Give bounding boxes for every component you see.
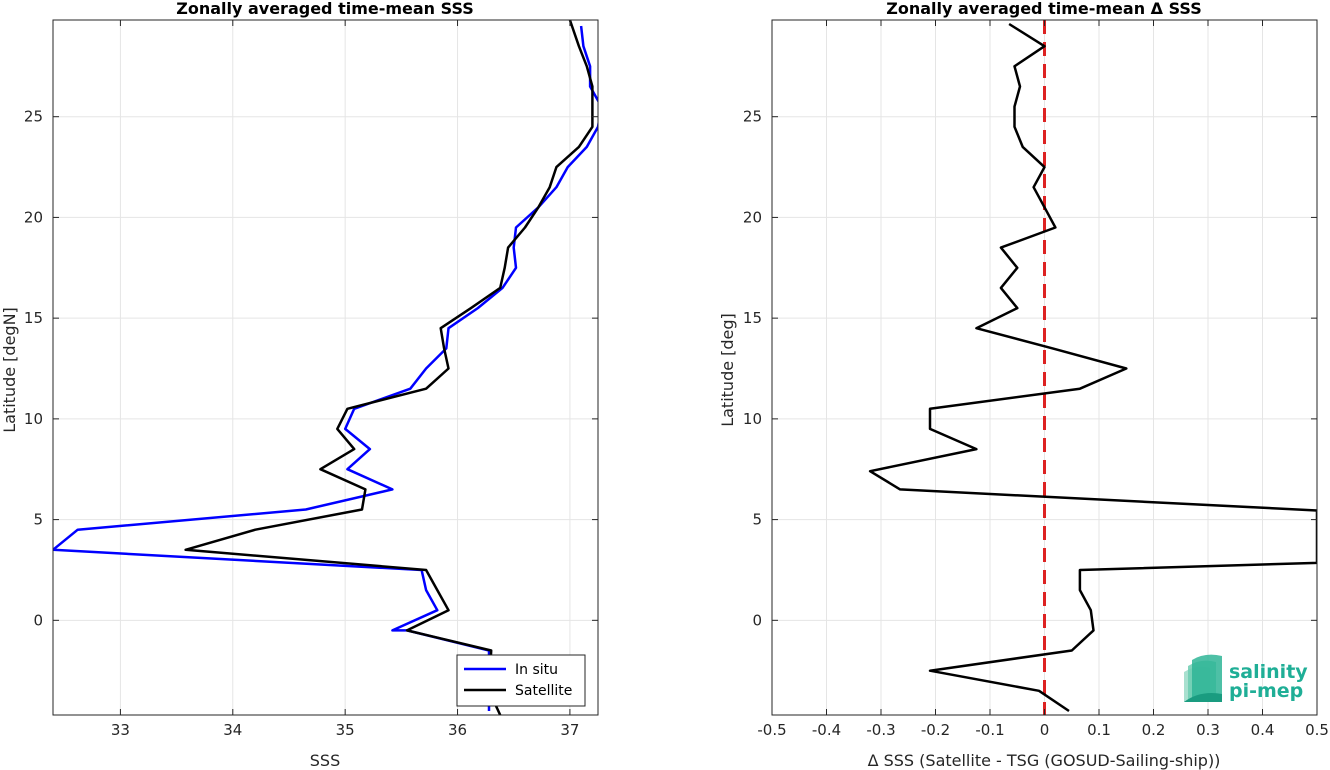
- delta-xtick-label: -0.2: [921, 721, 950, 739]
- sss-xtick-label: 37: [560, 721, 579, 739]
- sss-ytick-label: 0: [33, 611, 43, 629]
- sss-xtick-label: 33: [111, 721, 130, 739]
- delta-xtick-label: 0.3: [1196, 721, 1220, 739]
- logo-line2: pi-mep: [1229, 680, 1303, 702]
- sss-ytick-label: 15: [24, 309, 43, 327]
- legend-in-situ-label: In situ: [515, 662, 558, 678]
- delta-ytick-label: 0: [752, 611, 762, 629]
- delta-ytick-label: 10: [743, 410, 762, 428]
- sss-xtick-label: 35: [336, 721, 355, 739]
- delta-xtick-label: 0.4: [1251, 721, 1275, 739]
- sss-ytick-label: 5: [33, 511, 43, 529]
- delta-title: Zonally averaged time-mean Δ SSS: [886, 0, 1202, 18]
- delta-sss-panel: -0.5 -0.4 -0.3 -0.2 -0.1 0 0.1 0.2 0.3 0.4 0.5 0 5 10…: [718, 0, 1329, 770]
- sss-legend: In situ Satellite: [456, 654, 586, 707]
- delta-xtick-label: 0: [1040, 721, 1050, 739]
- delta-series: [868, 20, 1317, 715]
- sss-xlabel: SSS: [310, 751, 340, 770]
- delta-xtick-label: -0.4: [812, 721, 841, 739]
- legend-satellite-label: Satellite: [515, 683, 572, 699]
- legend-box: [456, 654, 586, 707]
- delta-xtick-label: 0.2: [1142, 721, 1166, 739]
- delta-ytick-label: 15: [743, 309, 762, 327]
- delta-ytick-label: 20: [743, 208, 762, 226]
- sss-axes-box: [52, 19, 599, 716]
- sss-series: [53, 20, 598, 715]
- delta-ytick-label: 5: [752, 511, 762, 529]
- sss-panel: 33 34 35 36 37 0 5 10 15 20 25 Zonally averaged ti…: [0, 0, 599, 770]
- sss-grid: [53, 20, 598, 715]
- delta-ticks: -0.5 -0.4 -0.3 -0.2 -0.1 0 0.1 0.2 0.3 0.4 0.5 0 5 10…: [743, 20, 1329, 739]
- sss-ytick-label: 20: [24, 208, 43, 226]
- sss-ytick-label: 25: [24, 108, 43, 126]
- delta-xtick-label: -0.1: [975, 721, 1004, 739]
- delta-xtick-label: 0.5: [1305, 721, 1329, 739]
- sss-xtick-label: 34: [223, 721, 242, 739]
- delta-xlabel: Δ SSS (Satellite - TSG (GOSUD-Sailing-sh…: [868, 751, 1221, 770]
- delta-xtick-label: -0.3: [866, 721, 895, 739]
- delta-ytick-label: 25: [743, 108, 762, 126]
- sss-ticks: 33 34 35 36 37 0 5 10 15 20 25: [24, 20, 598, 739]
- sss-xtick-label: 36: [448, 721, 467, 739]
- delta-xtick-label: 0.1: [1087, 721, 1111, 739]
- sss-series-line-in-situ: [53, 25, 598, 711]
- salinity-pi-mep-logo: salinity pi-mep: [1184, 654, 1308, 702]
- sss-ylabel: Latitude [degN]: [0, 307, 19, 433]
- sss-series-line-satellite: [184, 20, 594, 715]
- delta-ylabel: Latitude [deg]: [718, 313, 737, 427]
- delta-series-line-delta: [868, 22, 1317, 713]
- sss-plot-area: [53, 20, 598, 715]
- wave-stack-icon: [1184, 654, 1222, 702]
- sss-title: Zonally averaged time-mean SSS: [176, 0, 474, 18]
- logo-line1: salinity: [1229, 661, 1308, 683]
- sss-ytick-label: 10: [24, 410, 43, 428]
- delta-xtick-label: -0.5: [757, 721, 786, 739]
